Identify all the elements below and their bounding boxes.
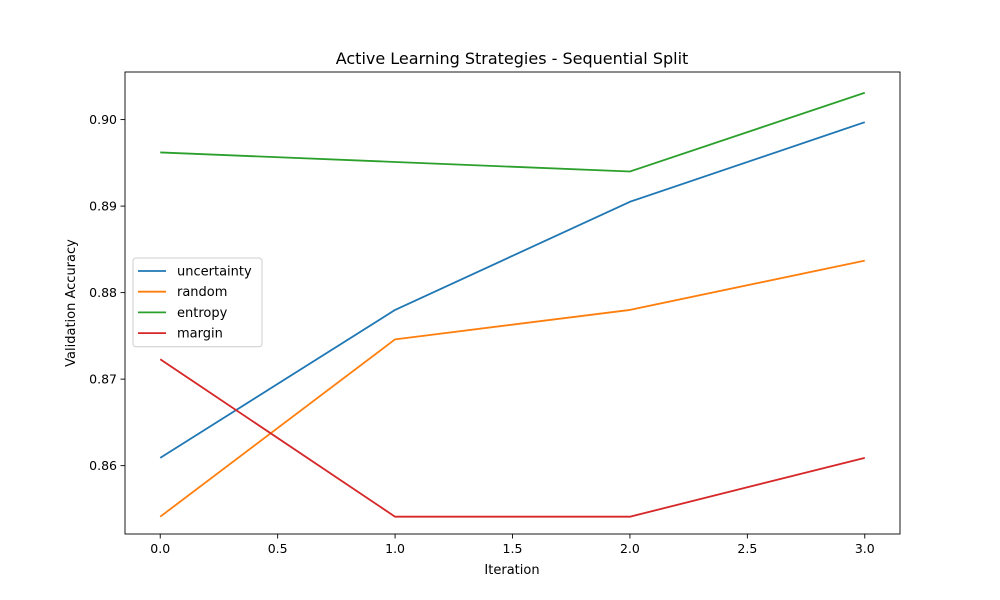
y-tick-label: 0.90 bbox=[89, 112, 117, 127]
series-line-uncertainty bbox=[159, 121, 866, 459]
x-tick-label: 1.5 bbox=[503, 541, 523, 556]
x-tick-label: 0.0 bbox=[150, 541, 170, 556]
x-tick-label: 3.0 bbox=[855, 541, 875, 556]
x-axis-label: Iteration bbox=[484, 563, 539, 578]
legend-label-margin: margin bbox=[177, 327, 223, 342]
y-axis-label: Validation Accuracy bbox=[64, 239, 79, 367]
series-line-entropy bbox=[160, 91, 866, 173]
x-tick-label: 2.0 bbox=[620, 541, 640, 556]
y-tick-label: 0.88 bbox=[89, 285, 117, 300]
y-tick-label: 0.86 bbox=[89, 458, 117, 473]
series-line-margin bbox=[159, 358, 865, 518]
plot-area: 0.0 0.5 1.0 1.5 2.0 2.5 3.0 0.86 0.87 0.88 0.89 0.9… bbox=[89, 71, 901, 556]
x-tick-label: 1.0 bbox=[385, 541, 405, 556]
y-tick-label: 0.87 bbox=[89, 372, 117, 387]
chart-title: Active Learning Strategies - Sequential … bbox=[336, 49, 689, 68]
legend: uncertainty random entropy margin bbox=[132, 257, 263, 348]
x-tick-label: 2.5 bbox=[737, 541, 757, 556]
x-tick-label: 0.5 bbox=[268, 541, 288, 556]
legend-label-random: random bbox=[177, 285, 227, 300]
legend-label-uncertainty: uncertainty bbox=[177, 265, 252, 280]
axes-frame bbox=[124, 71, 901, 535]
series-line-random bbox=[159, 259, 865, 518]
legend-label-entropy: entropy bbox=[177, 306, 228, 321]
y-tick-label: 0.89 bbox=[89, 199, 117, 214]
legend-box bbox=[132, 257, 263, 348]
